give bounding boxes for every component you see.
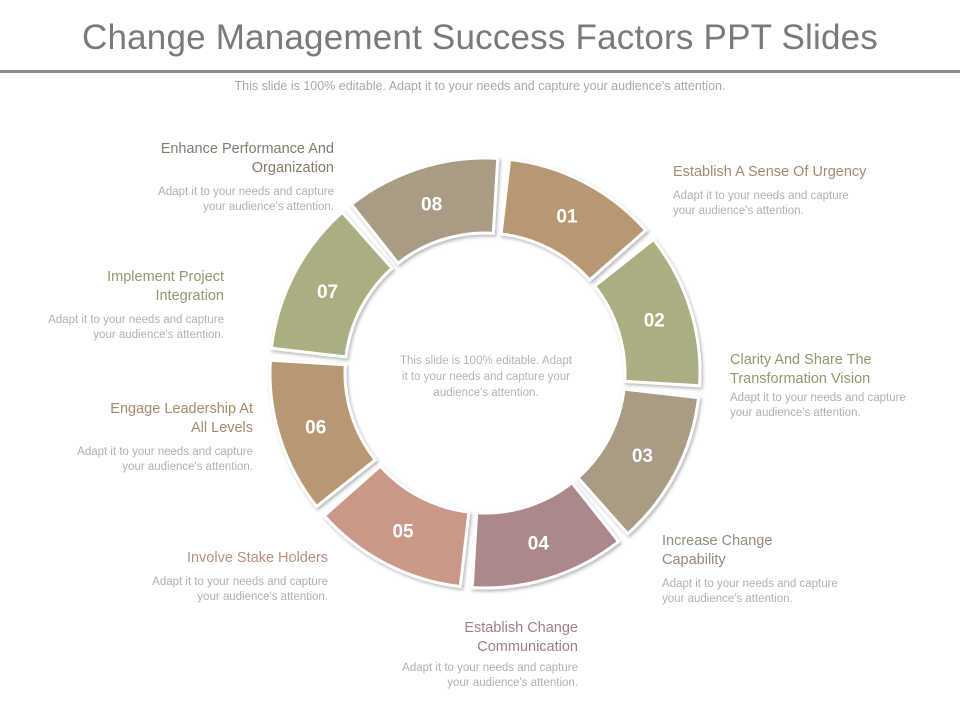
label-title-04: Establish Change Communication xyxy=(464,620,578,655)
label-segment-01: Establish A Sense Of Urgency Adapt it to… xyxy=(673,163,873,218)
center-text: This slide is 100% editable. Adapt it to… xyxy=(400,355,572,399)
label-desc-04: Adapt it to your needs and capture your … xyxy=(402,662,578,689)
ring-segment-02 xyxy=(592,237,702,388)
label-title-03: Increase Change Capability xyxy=(662,533,773,568)
ring-segment-03 xyxy=(575,387,701,536)
label-title-08: Enhance Performance And Organization xyxy=(160,141,334,176)
segment-number-04: 04 xyxy=(528,533,550,554)
segment-number-03: 03 xyxy=(632,446,653,467)
ring-segment-01 xyxy=(499,157,648,283)
label-desc-02: Adapt it to your needs and capture your … xyxy=(730,392,906,419)
slide-title: Change Management Success Factors PPT Sl… xyxy=(81,18,879,57)
label-segment-04: Establish Change Communication Adapt it … xyxy=(380,619,578,690)
label-title-05: Involve Stake Holders xyxy=(186,550,328,566)
label-segment-08: Enhance Performance And Organization Ada… xyxy=(134,140,334,214)
label-segment-06: Engage Leadership At All Levels Adapt it… xyxy=(55,400,253,474)
label-desc-03: Adapt it to your needs and capture your … xyxy=(662,578,838,605)
ring-segment-08 xyxy=(349,156,500,266)
segment-number-02: 02 xyxy=(644,311,665,332)
label-title-01: Establish A Sense Of Urgency xyxy=(673,164,867,180)
ring-segment-07 xyxy=(269,210,395,359)
label-title-06: Engage Leadership At All Levels xyxy=(110,401,253,436)
ring-segment-05 xyxy=(322,463,471,589)
segment-number-06: 06 xyxy=(305,417,326,438)
label-desc-07: Adapt it to your needs and capture your … xyxy=(48,314,224,341)
label-segment-05: Involve Stake Holders Adapt it to your n… xyxy=(130,549,328,604)
label-segment-07: Implement Project Integration Adapt it t… xyxy=(26,268,224,342)
slide-subtitle: This slide is 100% editable. Adapt it to… xyxy=(234,79,726,93)
segment-number-05: 05 xyxy=(392,521,414,542)
segment-number-01: 01 xyxy=(556,207,578,228)
segment-number-08: 08 xyxy=(421,195,442,216)
ring-segment-04 xyxy=(470,480,621,590)
label-desc-08: Adapt it to your needs and capture your … xyxy=(158,186,334,213)
label-desc-05: Adapt it to your needs and capture your … xyxy=(152,576,328,603)
label-desc-06: Adapt it to your needs and capture your … xyxy=(77,446,253,473)
label-title-07: Implement Project Integration xyxy=(107,269,224,304)
label-title-02: Clarity And Share The Transformation Vis… xyxy=(730,352,872,387)
label-segment-03: Increase Change Capability Adapt it to y… xyxy=(662,532,862,606)
ring-segment-06 xyxy=(268,358,378,509)
label-desc-01: Adapt it to your needs and capture your … xyxy=(673,190,849,217)
label-segment-02: Clarity And Share The Transformation Vis… xyxy=(730,351,926,420)
title-divider xyxy=(0,70,960,73)
segment-number-07: 07 xyxy=(317,282,338,303)
